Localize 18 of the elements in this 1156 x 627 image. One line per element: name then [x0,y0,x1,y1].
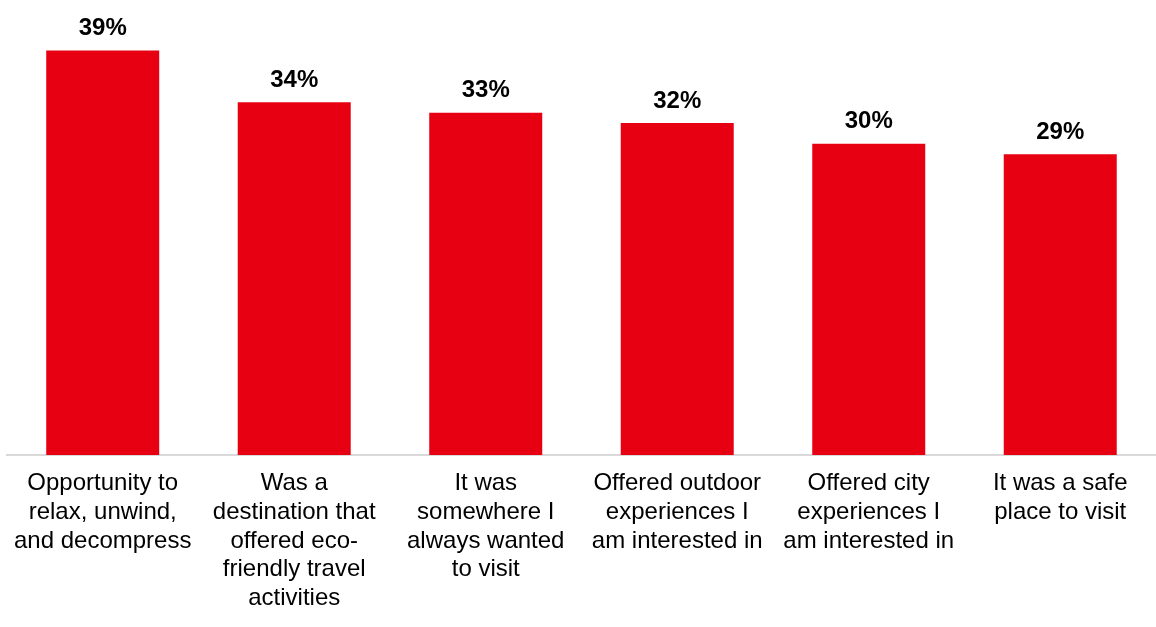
data-label: 32% [653,85,702,113]
x-tick-label: It was somewhere I always wanted to visit [407,468,565,582]
x-tick-label: Offered city experiences I am interested in [783,468,955,553]
bar [237,102,351,455]
x-tick-label: Was a destination that offered eco-friendly travel activities [212,468,376,611]
bar [429,112,543,455]
bar [620,123,734,455]
x-tick-label: It was a safe place to visit [992,468,1128,524]
bar [812,143,926,455]
data-label: 33% [461,75,510,103]
bar [1003,154,1117,455]
data-label: 34% [270,64,319,92]
data-label: 30% [844,106,893,134]
x-tick-label: Offered outdoor experiences I am interested in [591,468,763,553]
x-tick-label: Opportunity to relax, unwind, and decompress [14,468,192,553]
bar [46,50,160,455]
data-label: 29% [1036,116,1085,144]
data-label: 39% [78,13,127,40]
